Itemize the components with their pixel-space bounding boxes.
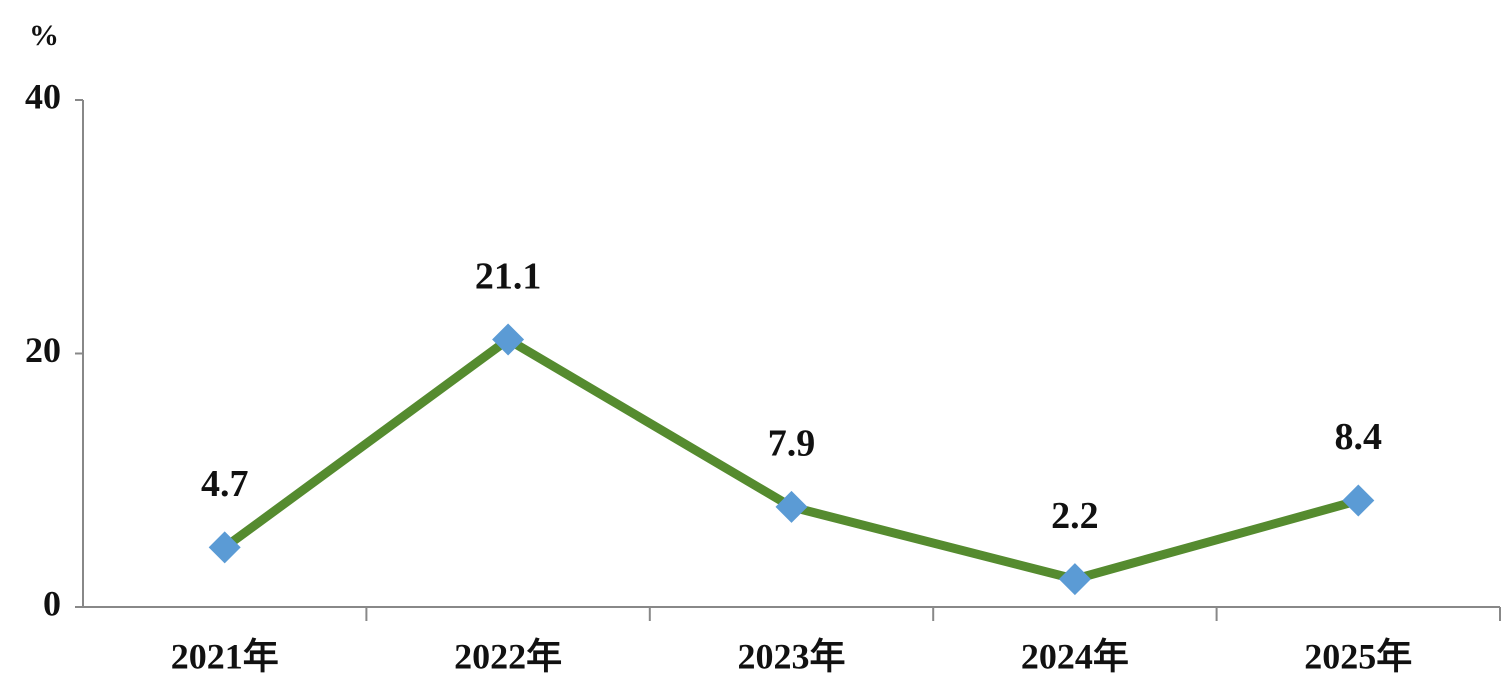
marker — [492, 323, 525, 356]
x-tick-label: 2022年 — [454, 636, 562, 676]
marker — [1058, 563, 1091, 596]
x-tick-label: 2021年 — [171, 636, 279, 676]
x-tick-label: 2024年 — [1021, 636, 1129, 676]
y-tick-label: 40 — [25, 76, 61, 116]
marker — [1342, 484, 1375, 517]
data-label: 7.9 — [768, 423, 816, 465]
x-tick-label: 2023年 — [737, 636, 845, 676]
y-tick-label: 20 — [25, 330, 61, 370]
data-label: 8.4 — [1335, 416, 1383, 458]
y-tick-label: 0 — [43, 583, 61, 623]
data-label: 2.2 — [1051, 495, 1099, 537]
x-tick-label: 2025年 — [1304, 636, 1412, 676]
marker — [208, 531, 241, 564]
marker — [775, 490, 808, 523]
data-label: 21.1 — [475, 255, 542, 297]
data-label: 4.7 — [201, 463, 249, 505]
y-axis-label: % — [29, 19, 59, 52]
